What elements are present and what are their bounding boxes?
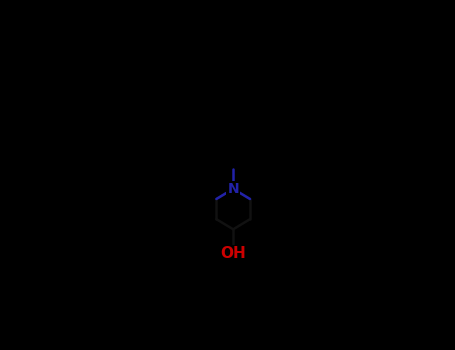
Text: N: N — [228, 182, 239, 196]
Text: OH: OH — [220, 246, 246, 261]
